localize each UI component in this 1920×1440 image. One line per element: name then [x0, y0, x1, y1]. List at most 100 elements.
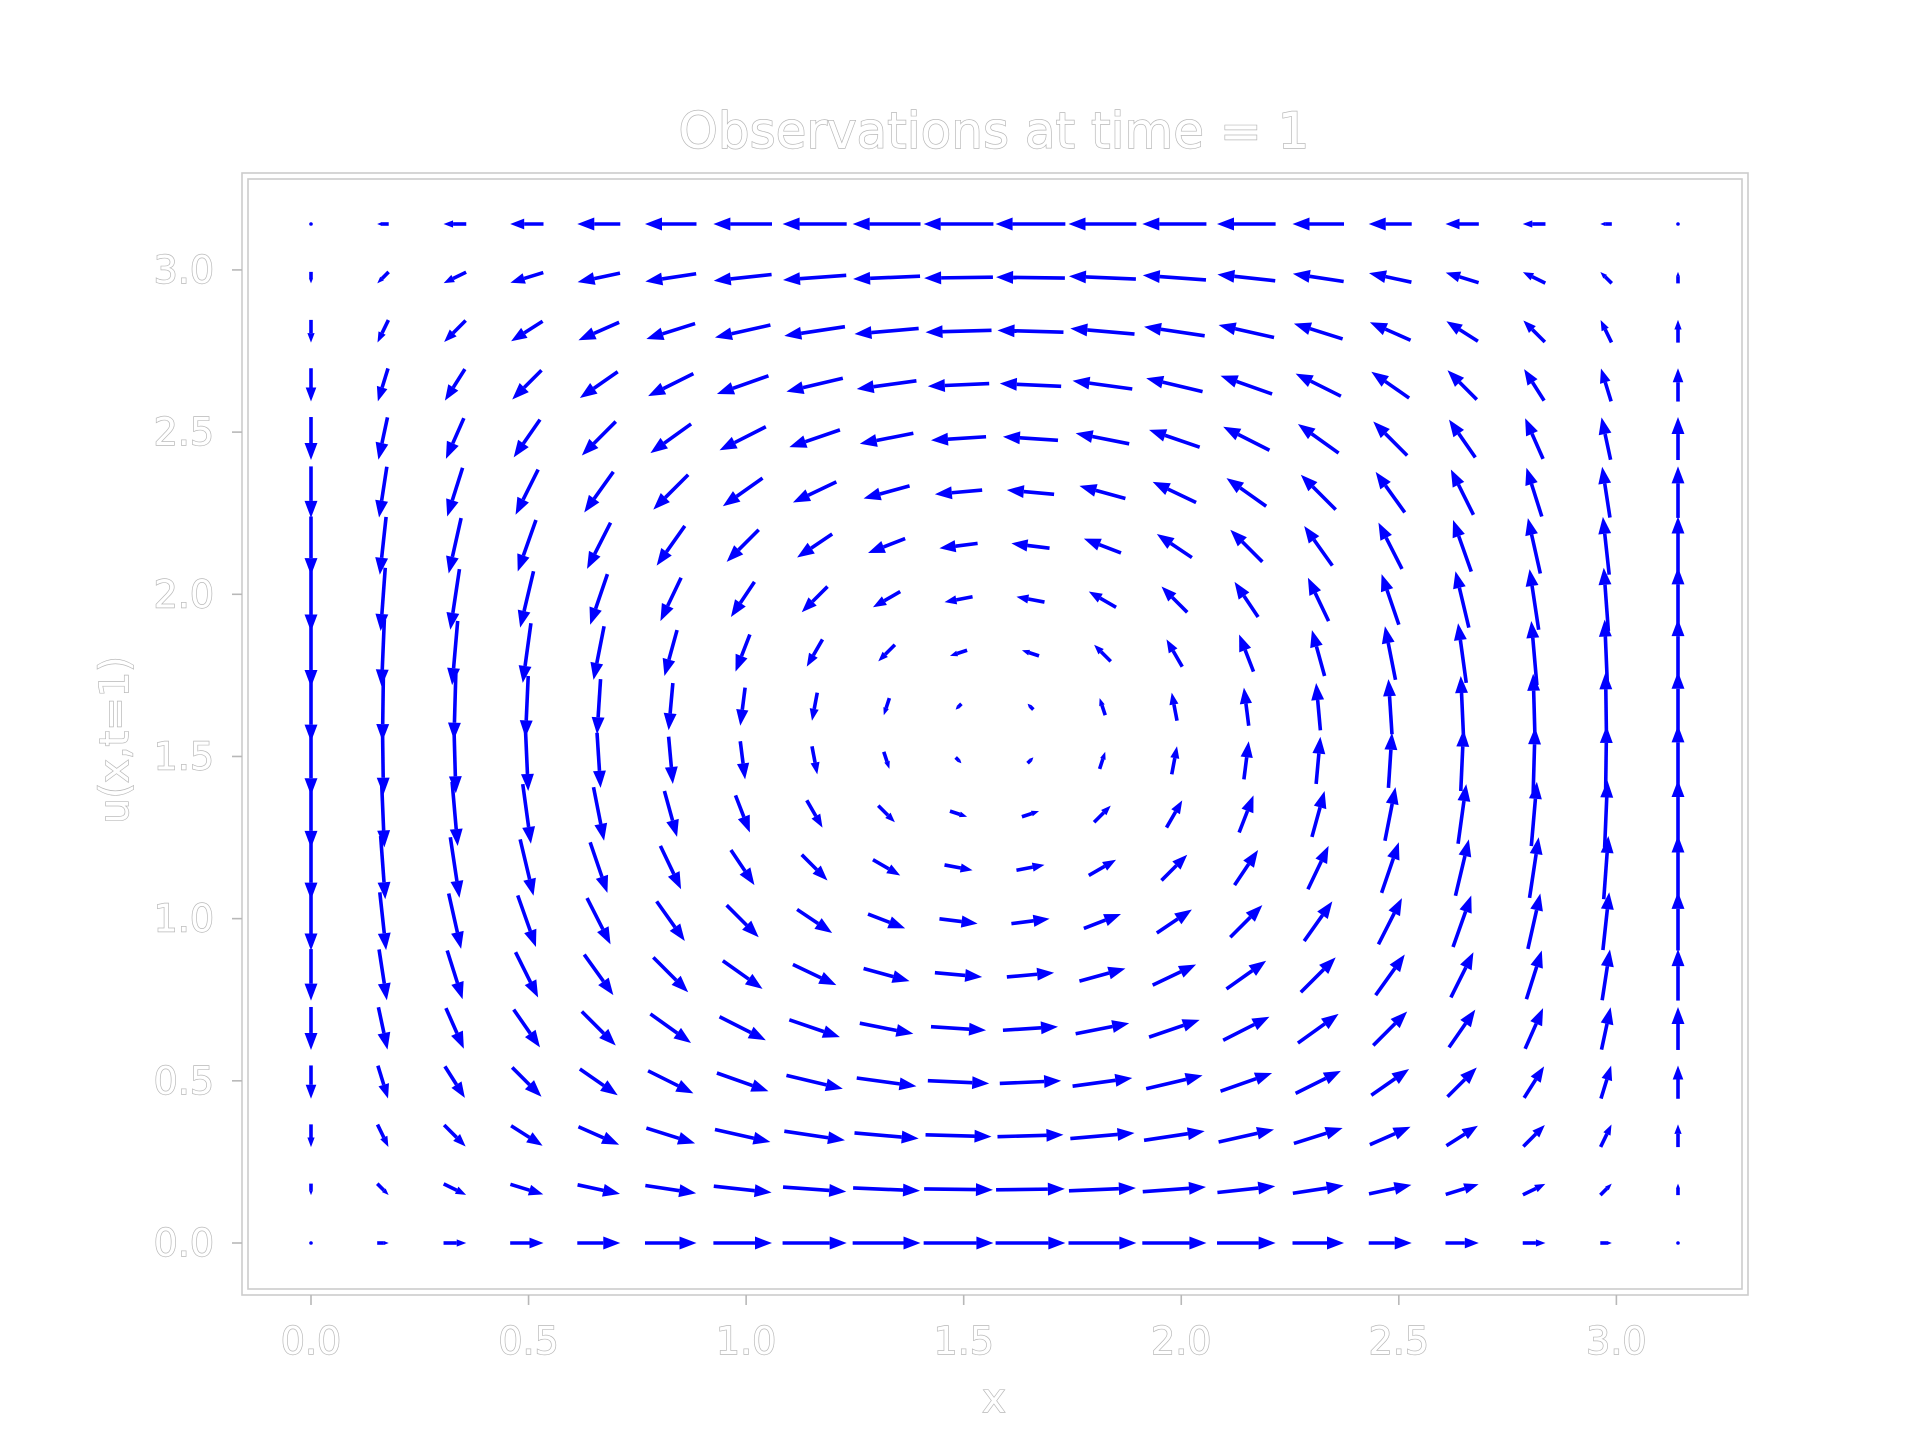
quiver-arrow-head — [375, 441, 389, 460]
x-tick-label: 2.0 — [1151, 1319, 1211, 1363]
quiver-arrow-head — [307, 333, 315, 343]
quiver-arrow-shaft — [1371, 1022, 1397, 1047]
quiver-arrow-shaft — [1217, 1186, 1259, 1195]
quiver-arrow — [939, 540, 978, 553]
quiver-arrow-head — [513, 439, 529, 458]
quiver-arrow — [863, 484, 911, 501]
quiver-arrow — [786, 376, 844, 394]
quiver-arrow-shaft — [1310, 379, 1342, 398]
quiver-arrow — [375, 567, 389, 632]
quiver-arrow — [1599, 1007, 1614, 1051]
quiver-arrow-head — [594, 822, 608, 841]
quiver-arrow-head — [714, 327, 733, 341]
quiver-arrow-shaft — [451, 568, 462, 614]
quiver-arrow — [1383, 679, 1396, 735]
quiver-arrow-head — [305, 387, 317, 402]
quiver-arrow-shaft — [658, 845, 676, 875]
quiver-arrow-head — [304, 558, 318, 576]
quiver-arrow-head — [663, 712, 677, 731]
quiver-arrow-head — [524, 1029, 540, 1048]
quiver-arrow-shaft — [799, 273, 847, 281]
quiver-arrow-head — [1600, 271, 1607, 279]
quiver-arrow-head — [524, 979, 539, 998]
quiver-arrow — [1006, 485, 1055, 498]
quiver-arrow — [1143, 1127, 1205, 1143]
quiver-arrow-head — [902, 1183, 921, 1197]
quiver-arrow-head — [1464, 1237, 1479, 1249]
quiver-arrow-shaft — [1164, 810, 1178, 829]
x-tick-label: 1.5 — [933, 1319, 993, 1363]
quiver-arrow-head — [443, 274, 455, 284]
quiver-arrow — [733, 794, 750, 833]
quiver-arrow-head — [1094, 644, 1104, 655]
quiver-arrow-shaft — [1234, 274, 1276, 283]
quiver-arrow — [513, 951, 539, 998]
quiver-arrow — [510, 270, 544, 284]
quiver-arrow-shaft — [1296, 1022, 1326, 1045]
quiver-arrow — [517, 570, 536, 628]
quiver-arrow — [660, 576, 683, 622]
quiver-arrow-shaft — [379, 466, 389, 502]
quiver-arrow-head — [524, 1080, 542, 1097]
quiver-arrow-head — [510, 273, 526, 284]
quiver-arrow-shaft — [509, 1182, 531, 1192]
quiver-arrow-head — [1456, 729, 1470, 747]
quiver-arrow-shaft — [1311, 485, 1337, 511]
quiver-arrow-shaft — [592, 370, 619, 390]
quiver-arrow-head — [1600, 222, 1606, 226]
quiver-arrow-head — [304, 1032, 318, 1050]
quiver-arrow-shaft — [1244, 703, 1251, 726]
quiver-arrow-shaft — [1169, 757, 1177, 775]
quiver-arrow — [1222, 1016, 1270, 1042]
plot-frame — [241, 172, 1749, 1296]
quiver-arrow-head — [577, 217, 595, 231]
quiver-arrow — [509, 1182, 544, 1196]
quiver-arrow-head — [451, 930, 464, 949]
quiver-arrow-head — [1390, 1011, 1408, 1029]
quiver-arrow-shaft — [1310, 806, 1322, 838]
quiver-arrow-head — [453, 1134, 466, 1147]
quiver-arrow-head — [1598, 417, 1612, 436]
quiver-arrow — [736, 687, 749, 726]
quiver-arrow-shaft — [662, 790, 675, 822]
quiver-arrow — [801, 585, 829, 613]
quiver-arrow-head — [1605, 1183, 1612, 1191]
quiver-arrow-head — [444, 384, 459, 401]
quiver-arrow-head — [1460, 1067, 1477, 1085]
quiver-arrow — [655, 900, 685, 942]
quiver-arrow-head — [1181, 1019, 1200, 1032]
quiver-arrow-shaft — [1457, 587, 1471, 629]
quiver-arrow-shaft — [927, 1078, 973, 1085]
quiver-arrow — [512, 1008, 540, 1048]
quiver-arrow — [1598, 619, 1612, 687]
quiver-arrow-shaft — [883, 589, 902, 603]
quiver-arrow-shaft — [1459, 692, 1466, 738]
quiver-arrow — [512, 368, 543, 400]
quiver-arrow-shaft — [1522, 1132, 1538, 1148]
quiver-arrow — [1600, 320, 1614, 344]
quiver-arrow — [716, 374, 770, 395]
quiver-arrow — [1002, 1021, 1058, 1035]
quiver-arrow-shaft — [1603, 433, 1613, 461]
quiver-arrow-head — [1040, 1021, 1058, 1035]
quiver-arrow-shaft — [522, 570, 536, 612]
quiver-arrow-head — [645, 272, 664, 286]
quiver-arrow-shaft — [1310, 432, 1340, 455]
quiver-arrow — [721, 959, 763, 989]
quiver-arrow — [730, 580, 756, 617]
quiver-arrow-head — [1223, 426, 1242, 441]
quiver-arrow-head — [1111, 1020, 1130, 1033]
quiver-arrow-head — [597, 926, 611, 945]
quiver-arrow — [713, 217, 772, 231]
quiver-arrow — [377, 270, 390, 284]
quiver-arrow — [1368, 217, 1412, 231]
quiver-arrow-head — [1371, 371, 1389, 387]
quiver-arrow — [447, 620, 461, 686]
quiver-arrow-head — [445, 440, 459, 459]
quiver-arrow — [1293, 322, 1344, 341]
quiver-arrow-head — [1445, 218, 1460, 230]
quiver-arrow-head — [448, 776, 462, 794]
quiver-arrow-shaft — [796, 907, 820, 925]
quiver-arrow-shaft — [955, 541, 978, 548]
quiver-arrow-shaft — [1531, 690, 1537, 740]
